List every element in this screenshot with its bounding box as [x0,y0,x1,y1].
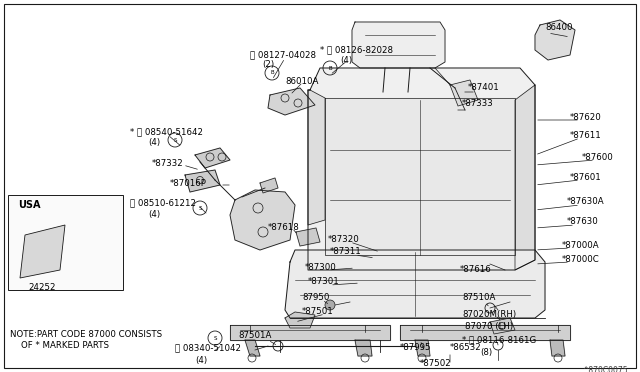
Text: *87600: *87600 [582,153,614,161]
Text: 87020M(RH): 87020M(RH) [462,311,516,320]
Text: S: S [173,138,177,142]
Text: (2): (2) [262,61,274,70]
Polygon shape [285,312,315,328]
Text: Ⓑ 08127-04028: Ⓑ 08127-04028 [250,51,316,60]
Text: *87995: *87995 [400,343,431,353]
Text: OF * MARKED PARTS: OF * MARKED PARTS [10,341,109,350]
Text: * Ⓑ 08126-82028: * Ⓑ 08126-82028 [320,45,393,55]
Text: USA: USA [18,200,40,210]
Text: *87000C: *87000C [562,256,600,264]
Polygon shape [400,325,570,340]
Text: * Ⓢ 08540-51642: * Ⓢ 08540-51642 [130,128,203,137]
Polygon shape [308,90,325,225]
Polygon shape [352,22,445,68]
Text: *87301: *87301 [308,278,340,286]
Text: 86400: 86400 [545,23,573,32]
Text: *87016P: *87016P [170,179,207,187]
Text: S: S [213,336,217,340]
Text: * Ⓑ 08116-8161G: * Ⓑ 08116-8161G [462,336,536,344]
Polygon shape [20,225,65,278]
Polygon shape [450,80,478,106]
Text: Ⓢ 08340-51042: Ⓢ 08340-51042 [175,343,241,353]
Text: NOTE:PART CODE 87000 CONSISTS: NOTE:PART CODE 87000 CONSISTS [10,330,162,339]
Text: *87401: *87401 [468,83,500,93]
Text: (8): (8) [480,347,492,356]
Text: *87618: *87618 [268,224,300,232]
Text: 87950: 87950 [302,294,330,302]
Text: S: S [198,205,202,211]
Text: ^870C0075: ^870C0075 [582,366,628,372]
Text: *87332: *87332 [152,158,184,167]
Polygon shape [550,340,565,356]
Bar [8,195,123,290]
Text: B: B [328,65,332,71]
Text: (4): (4) [340,55,352,64]
Text: *86532: *86532 [450,343,482,353]
Text: *87616: *87616 [460,266,492,275]
Polygon shape [195,148,230,168]
Text: 87510A: 87510A [462,294,495,302]
Polygon shape [268,88,315,115]
Text: *87311: *87311 [330,247,362,257]
Circle shape [325,300,335,310]
Polygon shape [230,325,390,340]
Polygon shape [245,340,260,356]
Text: 86010A: 86010A [285,77,318,87]
Text: *87300: *87300 [305,263,337,273]
Text: *87320: *87320 [328,235,360,244]
Polygon shape [535,20,575,60]
Polygon shape [415,340,430,356]
Text: Ⓢ 08510-61212: Ⓢ 08510-61212 [130,199,196,208]
Text: *87611: *87611 [570,131,602,140]
Text: *87620: *87620 [570,113,602,122]
Polygon shape [230,190,295,250]
Text: (4): (4) [148,211,160,219]
Polygon shape [296,228,320,246]
Text: 87070 (LH): 87070 (LH) [465,323,513,331]
Polygon shape [185,170,220,192]
Text: *87630: *87630 [567,218,599,227]
Text: *87601: *87601 [570,173,602,182]
Text: *87501: *87501 [302,308,333,317]
Polygon shape [285,250,545,318]
Text: *87333: *87333 [462,99,493,108]
Polygon shape [515,85,535,270]
Polygon shape [308,68,535,270]
Text: (4): (4) [195,356,207,365]
Polygon shape [355,340,372,356]
Polygon shape [325,98,515,255]
Text: *87502: *87502 [420,359,452,369]
Polygon shape [490,318,515,334]
Polygon shape [260,178,278,193]
Text: 87501A: 87501A [238,330,271,340]
Text: *87000A: *87000A [562,241,600,250]
Text: B: B [270,71,274,76]
Text: *87630A: *87630A [567,198,605,206]
Text: 24252: 24252 [28,283,56,292]
Text: (4): (4) [148,138,160,148]
